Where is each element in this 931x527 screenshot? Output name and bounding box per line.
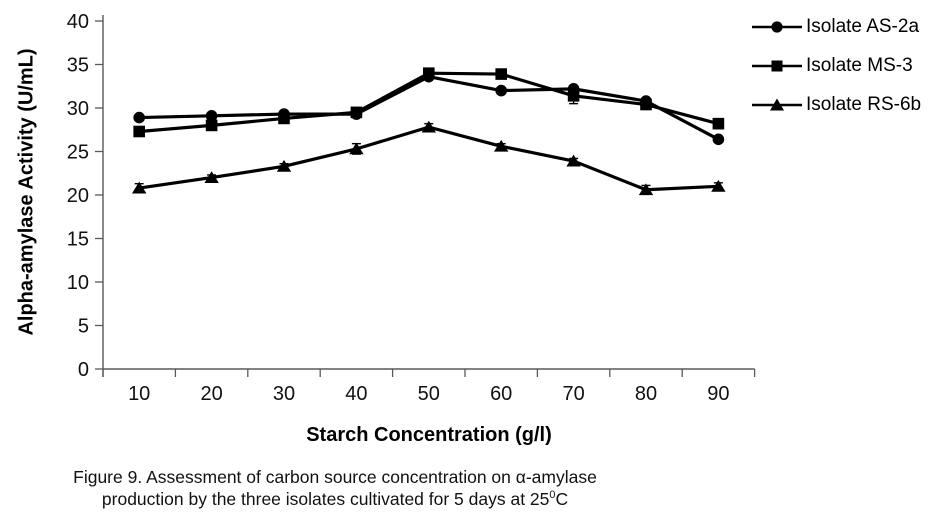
data-point-marker [423,67,435,79]
x-tick-label: 90 [707,383,729,405]
legend-label: Isolate MS-3 [806,54,913,76]
data-point-marker [494,139,509,152]
y-tick-label: 20 [67,185,89,207]
data-point-marker [205,119,218,132]
y-tick-label: 25 [67,142,89,164]
x-tick-label: 40 [345,383,367,405]
legend-item-isolate-rs-6b: Isolate RS-6b [752,85,921,124]
y-tick-label: 30 [67,98,89,120]
y-tick-label: 10 [67,272,89,294]
x-tick-label: 30 [273,383,295,405]
x-tick-label: 60 [490,383,512,405]
x-axis-title: Starch Concentration (g/l) [306,424,552,446]
y-tick-label: 0 [78,359,89,381]
data-point-marker [638,183,654,196]
data-point-marker [495,84,508,97]
data-point-marker [278,112,290,125]
data-point-marker [133,111,145,124]
data-point-marker [349,142,364,155]
data-point-marker [495,68,507,80]
x-tick-label: 80 [635,383,657,405]
data-point-marker [205,110,218,122]
legend-label: Isolate RS-6b [806,93,922,115]
legend-label: Isolate AS-2a [806,15,920,37]
x-tick-label: 70 [562,383,584,405]
data-point-marker [132,181,147,194]
x-tick-label: 10 [128,383,150,405]
data-point-marker [133,125,145,138]
data-point-marker [567,90,580,102]
data-point-marker [276,159,292,172]
y-tick-label: 35 [67,55,89,77]
data-point-marker [711,179,726,192]
y-axis-title: Alpha-amylase Activity (U/mL) [15,48,38,336]
circle-marker-icon [752,20,802,33]
caption-line-1: Figure 9. Assessment of carbon source co… [73,467,597,487]
x-tick-label: 20 [200,383,222,405]
legend: Isolate AS-2a Isolate MS-3 Isolate RS-6b [752,7,921,124]
y-tick-label: 40 [67,11,89,33]
y-tick-label: 5 [78,316,89,338]
data-point-marker [421,120,436,133]
data-point-marker [350,106,363,119]
x-tick-label: 50 [418,383,440,405]
data-point-marker [712,117,725,130]
data-point-marker [204,171,219,183]
series-line-isolate-rs-6b [137,125,721,192]
figure-caption: Figure 9. Assessment of carbon source co… [15,466,655,510]
caption-line-2: production by the three isolates cultiva… [101,489,569,509]
legend-item-isolate-as-2a: Isolate AS-2a [752,7,921,46]
square-marker-icon [752,60,802,71]
y-tick-label: 15 [67,229,89,251]
line-chart-canvas: 0 5 10 15 20 25 30 35 40 10 20 30 40 50 60 70 80 90 [67,11,756,405]
data-point-marker [566,154,581,167]
triangle-marker-icon [752,98,802,110]
superscript-zero: 0 [549,489,556,502]
data-point-marker [640,98,652,111]
data-point-marker [712,133,725,146]
legend-item-isolate-ms-3: Isolate MS-3 [752,46,921,85]
